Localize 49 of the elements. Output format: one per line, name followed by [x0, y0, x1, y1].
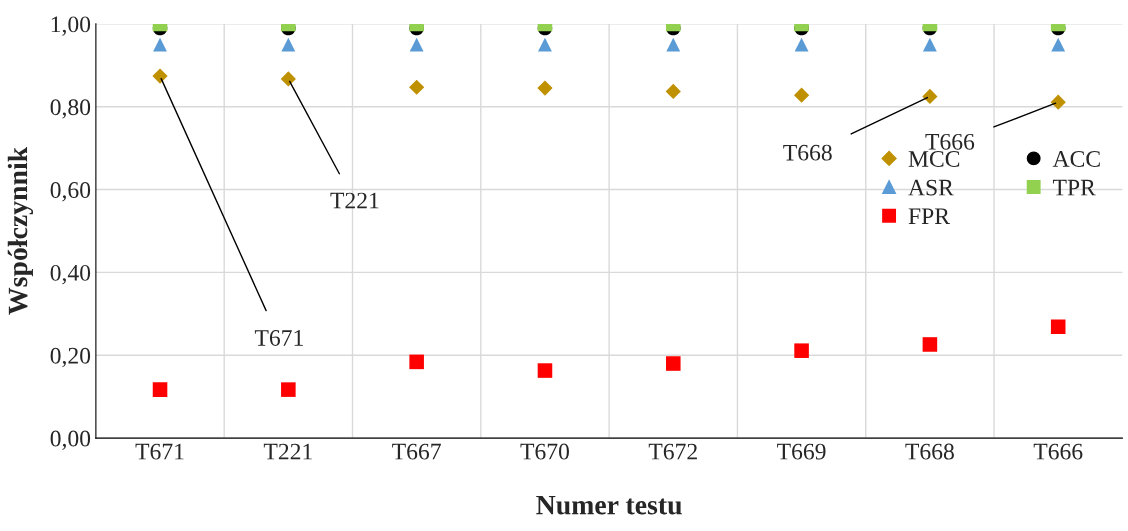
point	[1050, 319, 1066, 334]
y-tick-label: 0,40	[50, 264, 91, 285]
point	[922, 88, 938, 104]
point	[538, 37, 552, 52]
legend-label: ACC	[1052, 151, 1100, 167]
y-tick-label: 0,00	[50, 430, 91, 450]
point	[666, 37, 681, 52]
annotation: T671	[254, 330, 303, 346]
annotation: T221	[330, 192, 379, 209]
y-tick-label: 0,20	[50, 347, 91, 368]
x-tick-label: T670	[520, 443, 569, 460]
x-tick-label: T221	[263, 443, 312, 460]
point	[409, 37, 424, 52]
point	[1050, 94, 1066, 110]
x-tick-label: T669	[777, 443, 826, 460]
point	[152, 68, 168, 84]
point	[922, 37, 937, 52]
point	[409, 354, 424, 370]
annotation: T666	[925, 133, 975, 150]
x-tick-label: T667	[392, 443, 441, 460]
x-tick-label: T671	[135, 443, 184, 460]
x-tick-label: T672	[648, 443, 697, 460]
y-axis-title: Współczynnik	[7, 146, 34, 315]
point	[922, 337, 938, 352]
legend-label: MCC	[908, 151, 960, 167]
legend-label: FPR	[908, 208, 950, 224]
y-tick-label: 1,00	[51, 16, 91, 36]
point	[794, 37, 809, 52]
x-axis-title: Numer testu	[536, 495, 682, 515]
annotation: T668	[783, 144, 832, 161]
point	[409, 79, 425, 95]
legend-label: ASR	[908, 179, 954, 196]
y-tick-label: 0,60	[50, 182, 91, 202]
point	[793, 87, 810, 103]
legend-label: TPR	[1052, 179, 1096, 196]
point	[665, 356, 681, 371]
point	[280, 71, 296, 87]
x-tick-label: T666	[1033, 443, 1083, 460]
point	[665, 83, 681, 100]
y-tick-label: 0,80	[50, 99, 91, 119]
x-tick-label: T668	[905, 443, 954, 460]
point	[537, 363, 553, 378]
point	[281, 37, 296, 52]
point	[281, 382, 296, 397]
point	[794, 343, 809, 358]
point	[152, 382, 168, 397]
point	[1051, 37, 1066, 52]
point	[537, 80, 553, 96]
point	[153, 37, 167, 52]
